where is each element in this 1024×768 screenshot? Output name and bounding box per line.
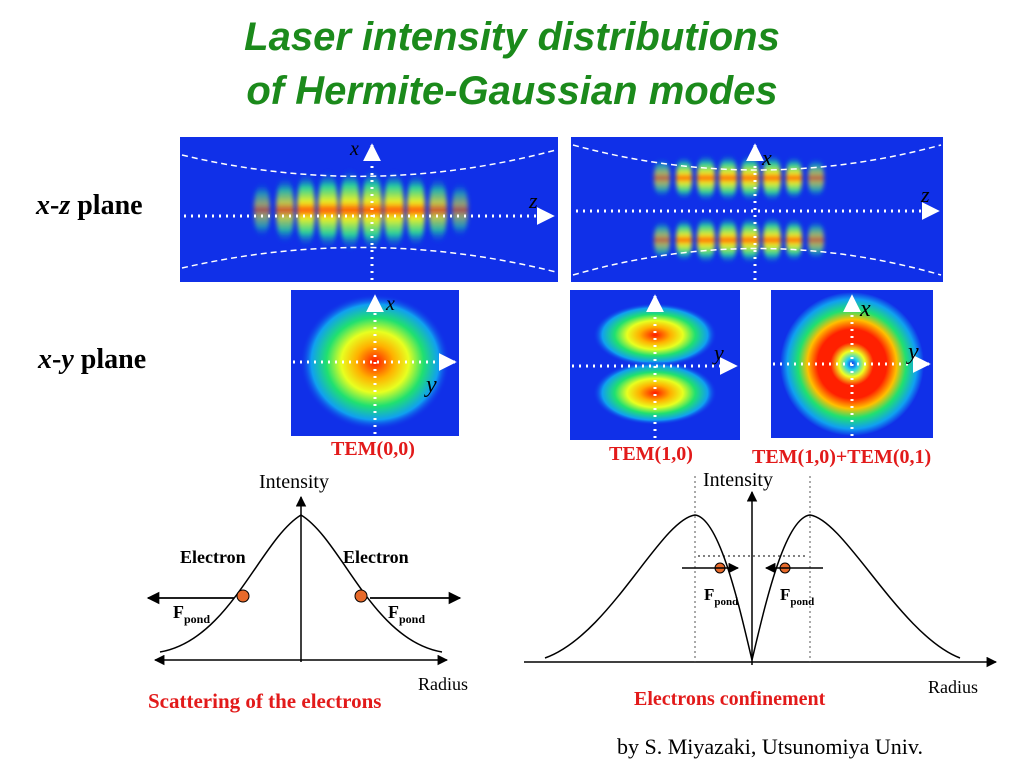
xy-plane-label: x-y plane: [38, 344, 147, 375]
svg-text:y: y: [424, 372, 437, 398]
xz-field-tem00: x z: [180, 137, 558, 282]
svg-text:Fpond: Fpond: [704, 585, 738, 608]
gaussian-intensity-graph: Intensity Radius Electron Electron Fpond…: [146, 471, 468, 694]
svg-text:x: x: [761, 145, 772, 170]
svg-text:y: y: [906, 339, 919, 365]
mode-label-tem10-tem01: TEM(1,0)+TEM(0,1): [752, 446, 932, 468]
xy-field-tem10-tem01: x y: [771, 290, 933, 438]
mode-label-tem00: TEM(0,0): [331, 438, 415, 460]
svg-text:Radius: Radius: [928, 677, 978, 697]
xz-field-tem10: x z: [571, 137, 943, 282]
caption-confinement: Electrons confinement: [634, 688, 826, 710]
svg-text:Electron: Electron: [343, 547, 409, 567]
svg-text:Intensity: Intensity: [703, 469, 773, 491]
title-line-2: of Hermite-Gaussian modes: [246, 69, 778, 113]
svg-text:x: x: [385, 293, 395, 315]
svg-text:x: x: [859, 296, 871, 322]
svg-text:z: z: [528, 188, 538, 213]
electron-dot-left: [236, 589, 250, 603]
svg-text:Radius: Radius: [418, 674, 468, 694]
svg-text:z: z: [920, 182, 930, 207]
xy-field-tem10: y: [570, 290, 740, 440]
title-line-1: Laser intensity distributions: [244, 15, 780, 59]
xz-plane-label: x-z plane: [36, 190, 143, 221]
donut-intensity-graph: Intensity Radius Fpond Fpond: [524, 469, 998, 697]
svg-text:Electron: Electron: [180, 547, 246, 567]
svg-text:Fpond: Fpond: [173, 602, 210, 626]
svg-text:Fpond: Fpond: [388, 602, 425, 626]
svg-text:Intensity: Intensity: [259, 471, 329, 493]
electron-dot-right: [354, 589, 368, 603]
svg-text:x: x: [349, 138, 359, 160]
credit-line: by S. Miyazaki, Utsunomiya Univ.: [617, 734, 923, 759]
caption-scattering: Scattering of the electrons: [148, 689, 382, 713]
xy-field-tem00: x y: [291, 290, 459, 436]
svg-text:y: y: [712, 340, 724, 365]
svg-text:Fpond: Fpond: [780, 585, 814, 608]
mode-label-tem10: TEM(1,0): [609, 443, 693, 465]
